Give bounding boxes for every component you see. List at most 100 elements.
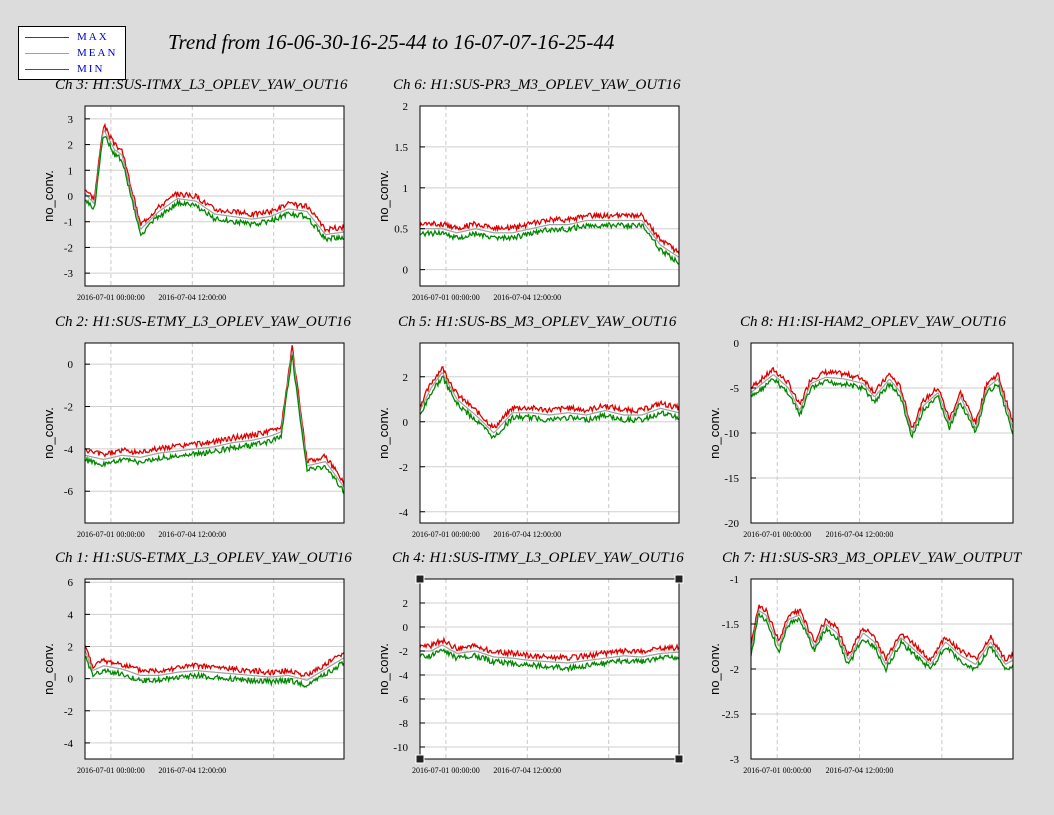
legend-swatch-mean: [25, 53, 69, 54]
y-axis-label: no_conv.: [376, 170, 391, 222]
series-min-line: [419, 648, 680, 673]
y-tick-label: -2: [399, 462, 408, 474]
legend-label-mean: MEAN: [77, 47, 118, 59]
x-tick-label: 2016-07-04 12:00:00: [493, 530, 561, 539]
y-tick-label: -1: [64, 217, 73, 229]
x-tick-label: 2016-07-01 00:00:00: [77, 766, 145, 775]
y-tick-label: -2.5: [722, 709, 740, 721]
y-tick-label: 0: [68, 359, 74, 371]
plot-frame: [84, 342, 345, 524]
series-max-line: [750, 604, 1014, 663]
legend: MAX MEAN MIN: [18, 26, 126, 80]
y-tick-label: -6: [64, 486, 74, 498]
y-tick-label: 0: [403, 417, 409, 429]
series-mean-line: [84, 128, 345, 236]
legend-label-max: MAX: [77, 31, 109, 43]
selection-handle: [415, 574, 425, 584]
plot-area: [85, 343, 344, 523]
chart-6: 6 4 2 0 -2 -4 2016-07-01 00:00:00 2016-07-04 12…: [41, 550, 352, 775]
x-tick-label: 2016-07-04 12:00:00: [826, 530, 894, 539]
selection-handle: [674, 574, 684, 584]
y-tick-label: -4: [64, 444, 74, 456]
series-min-line: [85, 656, 345, 688]
chart-title: Ch 2: H1:SUS-ETMY_L3_OPLEV_YAW_OUT16: [55, 314, 351, 330]
x-tick-label: 2016-07-01 00:00:00: [743, 530, 811, 539]
chart-7: 2 0 -2 -4 -6 -8 -10 2016-07-01 00:00:00 2016-07-…: [376, 550, 684, 775]
y-tick-label: 2: [403, 598, 409, 610]
series-min-line: [750, 378, 1014, 439]
chart-1: 3 2 1 0 -1 -2 -3 2016-07-01 00:00:00 2016-07-04 …: [41, 77, 348, 302]
y-tick-label: -1: [730, 574, 739, 586]
y-tick-label: -8: [399, 718, 409, 730]
legend-item-min: MIN: [19, 63, 125, 77]
y-axis-label: no_conv.: [376, 643, 391, 695]
legend-swatch-min: [25, 69, 69, 70]
chart-title: Ch 3: H1:SUS-ITMX_L3_OPLEV_YAW_OUT16: [55, 77, 348, 93]
y-tick-label: -3: [64, 268, 74, 280]
x-tick-label: 2016-07-01 00:00:00: [77, 530, 145, 539]
chart-title: Ch 7: H1:SUS-SR3_M3_OPLEV_YAW_OUTPUT: [722, 550, 1023, 566]
y-tick-label: -4: [399, 670, 409, 682]
series-mean-line: [750, 609, 1014, 666]
y-tick-label: 0: [68, 191, 74, 203]
chart-2: 2 1.5 1 0.5 0 2016-07-01 00:00:00 2016-07-04 1…: [376, 77, 681, 302]
y-tick-label: -2: [730, 664, 739, 676]
series-max-line: [419, 636, 680, 662]
plot-frame: [84, 578, 345, 760]
chart-3: 0 -2 -4 -6 2016-07-01 00:00:00 2016-07-04 12:…: [41, 314, 351, 539]
x-tick-label: 2016-07-01 00:00:00: [412, 766, 480, 775]
y-axis-label: no_conv.: [707, 643, 722, 695]
series-max-line: [84, 645, 345, 678]
x-tick-label: 2016-07-01 00:00:00: [412, 530, 480, 539]
plot-area: [420, 579, 679, 759]
y-tick-label: -20: [724, 518, 739, 530]
series-min-line: [750, 611, 1014, 674]
grid: [420, 579, 679, 759]
y-tick-label: -2: [64, 706, 73, 718]
chart-title: Ch 4: H1:SUS-ITMY_L3_OPLEV_YAW_OUT16: [392, 550, 684, 566]
y-axis-label: no_conv.: [41, 407, 56, 459]
plot-frame: [419, 342, 680, 524]
x-tick-label: 2016-07-04 12:00:00: [158, 766, 226, 775]
y-tick-label: 0: [403, 622, 409, 634]
y-tick-label: 0.5: [394, 224, 408, 236]
y-tick-label: -15: [724, 473, 739, 485]
grid: [85, 343, 344, 523]
series-mean-line: [84, 649, 345, 681]
y-tick-label: 1: [403, 183, 409, 195]
plot-area: [420, 106, 679, 286]
y-tick-label: 1.5: [394, 142, 408, 154]
series-mean-line: [750, 374, 1014, 434]
x-tick-label: 2016-07-04 12:00:00: [493, 766, 561, 775]
y-tick-label: -2: [64, 402, 73, 414]
y-tick-label: -10: [724, 428, 739, 440]
y-tick-label: 0: [734, 338, 740, 350]
x-tick-label: 2016-07-01 00:00:00: [77, 293, 145, 302]
series-mean-line: [420, 644, 680, 664]
chart-title: Ch 8: H1:ISI-HAM2_OPLEV_YAW_OUT16: [740, 314, 1006, 330]
y-tick-label: 3: [68, 114, 74, 126]
y-tick-label: 0: [68, 674, 74, 686]
chart-title: Ch 6: H1:SUS-PR3_M3_OPLEV_YAW_OUT16: [393, 77, 681, 93]
series-max-line: [419, 211, 680, 255]
y-tick-label: 2: [403, 101, 409, 113]
page-title: Trend from 16-06-30-16-25-44 to 16-07-07…: [168, 30, 615, 54]
series-mean-line: [420, 219, 680, 258]
y-axis-label: no_conv.: [707, 407, 722, 459]
y-tick-label: 0: [403, 265, 409, 277]
y-tick-label: 2: [68, 140, 74, 152]
plot-frame: [419, 105, 680, 287]
y-tick-label: -5: [730, 383, 740, 395]
series-mean-line: [84, 351, 345, 488]
y-tick-label: 6: [68, 577, 74, 589]
grid: [85, 106, 344, 286]
series-max-line: [750, 366, 1014, 429]
chart-title: Ch 1: H1:SUS-ETMX_L3_OPLEV_YAW_OUT16: [55, 550, 352, 566]
y-tick-label: -2: [399, 646, 408, 658]
grid: [85, 579, 344, 759]
y-tick-label: -6: [399, 694, 409, 706]
x-tick-label: 2016-07-01 00:00:00: [743, 766, 811, 775]
y-axis-label: no_conv.: [41, 170, 56, 222]
series-min-line: [419, 222, 680, 265]
x-tick-label: 2016-07-04 12:00:00: [493, 293, 561, 302]
